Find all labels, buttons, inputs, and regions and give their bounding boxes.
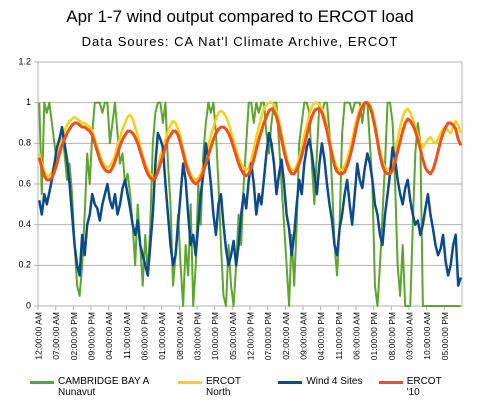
chart-title: Apr 1-7 wind output compared to ERCOT lo… [66, 7, 413, 26]
x-tick-label: 05:00:00 AM [228, 312, 238, 360]
y-tick-label: 1.2 [18, 56, 31, 66]
y-tick-label: 0.2 [18, 260, 31, 270]
x-tick-label: 07:00:00 PM [263, 312, 273, 360]
x-tick-label: 09:00:00 PM [87, 312, 97, 360]
chart: Apr 1-7 wind output compared to ERCOT lo… [18, 7, 463, 360]
x-tick-label: 04:00:00 PM [316, 312, 326, 360]
legend-label: ERCOT North [206, 376, 241, 398]
legend-swatch [30, 381, 54, 384]
x-tick-label: 11:00:00 AM [122, 312, 132, 359]
x-tick-label: 02:00:00 AM [281, 312, 291, 360]
x-tick-label: 08:00:00 AM [175, 312, 185, 360]
series-line [37, 101, 463, 186]
legend: CAMBRIDGE BAY A Nunavut ERCOT North Wind 4… [30, 376, 470, 398]
legend-swatch [278, 381, 303, 384]
chart-subtitle: Data Soures: CA Nat'l Climate Archive, E… [82, 34, 399, 49]
x-tick-label: 09:00:00 AM [299, 312, 309, 360]
y-tick-label: 0.4 [18, 219, 31, 229]
legend-item: ERCOT '10 [378, 376, 460, 398]
legend-label: ERCOT '10 [406, 376, 442, 398]
y-tick-label: 0 [26, 300, 31, 310]
series-line [38, 101, 461, 307]
x-tick-label: 12:00:00 AM [34, 312, 44, 360]
legend-swatch [378, 381, 403, 384]
y-tick-label: 0.8 [18, 138, 31, 148]
legend-label: Wind 4 Sites [306, 376, 363, 387]
x-tick-label: 01:00:00 PM [369, 312, 379, 360]
legend-item: ERCOT North [178, 376, 268, 398]
x-tick-label: 03:00:00 PM [193, 312, 203, 360]
x-tick-label: 12:00:00 PM [246, 312, 256, 360]
x-tick-label: 02:00:00 PM [69, 312, 79, 360]
legend-item: CAMBRIDGE BAY A Nunavut [30, 376, 168, 398]
x-tick-label: 08:00:00 PM [387, 312, 397, 360]
x-tick-label: 06:00:00 AM [352, 312, 362, 360]
y-tick-label: 1 [26, 97, 31, 107]
x-tick-label: 01:00:00 AM [157, 312, 167, 360]
x-tick-label: 10:00:00 AM [422, 312, 432, 360]
legend-swatch [178, 381, 202, 384]
x-tick-label: 04:00:00 AM [104, 312, 114, 360]
legend-item: Wind 4 Sites [278, 376, 368, 398]
x-tick-label: 06:00:00 PM [140, 312, 150, 360]
x-tick-label: 05:00:00 PM [440, 312, 450, 360]
x-tick-label: 11:00:00 PM [334, 312, 344, 360]
legend-label: CAMBRIDGE BAY A Nunavut [58, 376, 149, 398]
x-tick-label: 10:00:00 PM [210, 312, 220, 360]
x-tick-label: 07:00:00 AM [51, 312, 61, 360]
x-tick-label: 03:00:00 AM [405, 312, 415, 360]
y-tick-label: 0.6 [18, 178, 31, 188]
